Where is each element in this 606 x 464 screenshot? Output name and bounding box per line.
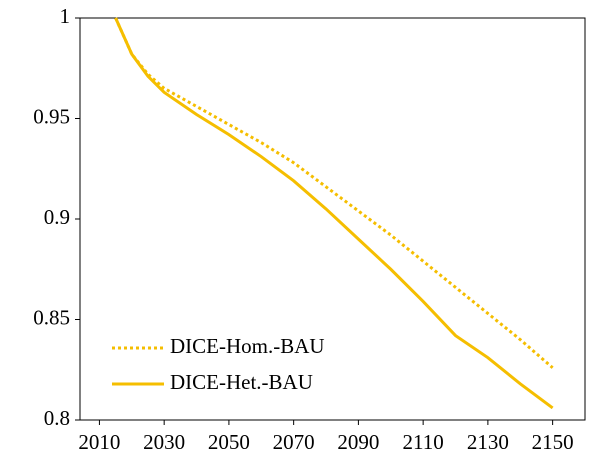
y-tick-label: 1 (60, 4, 71, 28)
x-tick-label: 2110 (403, 430, 444, 454)
y-tick-label: 0.9 (44, 205, 70, 229)
y-tick-label: 0.95 (33, 104, 70, 128)
x-tick-label: 2050 (208, 430, 250, 454)
x-tick-label: 2090 (337, 430, 379, 454)
y-tick-label: 0.85 (33, 305, 70, 329)
legend-label: DICE-Het.-BAU (170, 370, 313, 394)
x-tick-label: 2130 (467, 430, 509, 454)
x-tick-label: 2070 (273, 430, 315, 454)
y-tick-label: 0.8 (44, 406, 70, 430)
x-tick-label: 2010 (78, 430, 120, 454)
x-tick-label: 2150 (532, 430, 574, 454)
legend-label: DICE-Hom.-BAU (170, 334, 325, 358)
line-series (114, 17, 554, 410)
line-series (114, 17, 554, 369)
x-tick-label: 2030 (143, 430, 185, 454)
plot-frame (79, 17, 586, 421)
